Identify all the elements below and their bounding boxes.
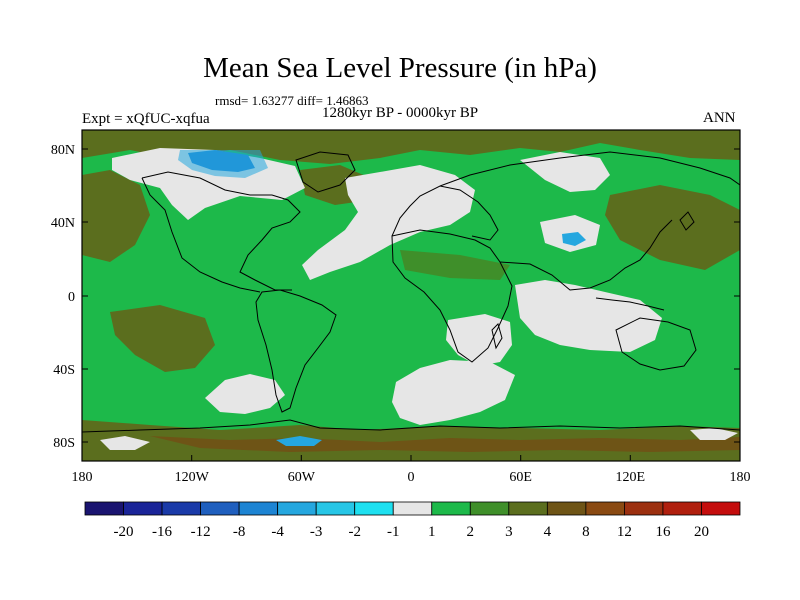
colorbar-swatch <box>392 501 433 516</box>
field-southeast-pacific-neutral <box>205 374 285 414</box>
colorbar-swatch <box>508 501 548 516</box>
lon-ticks <box>81 455 741 461</box>
colorbar-label: 20 <box>694 524 709 540</box>
colorbar: -20 -16 -12 -8 -4 -3 -2 -1 1 2 3 4 8 12 16 20 <box>84 501 741 540</box>
field-east-asia-olive <box>605 185 740 270</box>
colorbar-label: 2 <box>467 524 475 540</box>
map-field <box>82 130 740 461</box>
lon-label-60w: 60W <box>288 470 316 485</box>
coast-north-america <box>141 171 301 291</box>
lat-label-80n: 80N <box>51 143 75 158</box>
lon-label-180w: 180 <box>72 470 93 485</box>
lon-label-0: 0 <box>408 470 415 485</box>
field-antarctic-cyan <box>276 436 322 446</box>
colorbar-label: 8 <box>582 524 590 540</box>
colorbar-swatch <box>200 501 240 516</box>
field-antarctic-neutral-west <box>100 436 150 450</box>
colorbar-label: -4 <box>271 524 284 540</box>
field-asia-cyan <box>562 232 586 246</box>
colorbar-swatch <box>84 501 124 516</box>
colorbar-label: -8 <box>233 524 246 540</box>
lat-ticks <box>82 148 740 443</box>
colorbar-swatch <box>277 501 317 516</box>
colorbar-label: 1 <box>428 524 436 540</box>
coast-antarctica <box>82 419 740 433</box>
colorbar-swatch <box>238 501 279 516</box>
field-europe-olive <box>400 250 510 280</box>
lat-label-40n: 40N <box>51 216 75 231</box>
coast-asia-south <box>499 219 673 291</box>
colorbar-swatch <box>624 501 664 516</box>
colorbar-swatch <box>546 501 587 516</box>
field-antarctic-neutral-east <box>690 428 738 440</box>
coast-madagascar <box>491 323 503 350</box>
field-south-pacific-olive <box>110 305 215 372</box>
colorbar-swatch <box>123 501 163 516</box>
lon-label-60e: 60E <box>509 470 532 485</box>
colorbar-label: -3 <box>310 524 323 540</box>
colorbar-label: 16 <box>655 524 671 540</box>
coast-indonesia <box>595 297 665 311</box>
coast-australia <box>615 317 697 371</box>
colorbar-label: -2 <box>348 524 361 540</box>
colorbar-swatch <box>161 501 201 516</box>
coast-north-america-west <box>141 177 261 293</box>
field-arctic-olive <box>82 130 740 164</box>
colorbar-swatch <box>315 501 356 516</box>
colorbar-swatch <box>469 501 510 516</box>
colorbar-swatch <box>431 501 471 516</box>
lat-label-0: 0 <box>68 290 75 305</box>
coast-greenland <box>295 151 356 193</box>
colorbar-label: -12 <box>191 524 211 540</box>
experiment-label: Expt = xQfUC-xqfua <box>82 111 210 127</box>
coastlines <box>82 151 740 433</box>
colorbar-label: -20 <box>114 524 134 540</box>
field-eurasia-neutral <box>520 152 610 192</box>
coast-japan <box>679 211 695 231</box>
field-greenland-cyan <box>178 150 268 178</box>
colorbar-swatch <box>585 501 625 516</box>
lat-label-80s: 80S <box>53 436 75 451</box>
colorbar-label: 12 <box>617 524 632 540</box>
field-atlantic-neutral <box>302 165 475 280</box>
coast-europe <box>391 185 499 241</box>
colorbar-label: -16 <box>152 524 172 540</box>
lat-label-40s: 40S <box>53 363 75 378</box>
field-indian-ocean-neutral <box>515 280 662 352</box>
colorbar-swatch <box>354 501 394 516</box>
colorbar-label: -1 <box>387 524 400 540</box>
coast-eurasia <box>439 151 740 187</box>
season-label: ANN <box>703 110 736 126</box>
colorbar-label: 3 <box>505 524 513 540</box>
period-label: 1280kyr BP - 0000kyr BP <box>322 105 479 121</box>
colorbar-label: 4 <box>544 524 552 540</box>
coast-south-america <box>255 289 337 413</box>
lon-label-120e: 120E <box>616 470 646 485</box>
map-title: Mean Sea Level Pressure (in hPa) <box>203 52 597 84</box>
colorbar-swatch <box>701 501 741 516</box>
coast-africa <box>391 229 513 363</box>
lon-label-120w: 120W <box>175 470 210 485</box>
lon-label-180e: 180 <box>730 470 751 485</box>
colorbar-swatch <box>662 501 702 516</box>
field-north-pacific-olive <box>82 170 150 262</box>
field-south-atlantic-neutral <box>392 360 515 425</box>
stats-label: rmsd= 1.63277 diff= 1.46863 <box>215 93 369 108</box>
